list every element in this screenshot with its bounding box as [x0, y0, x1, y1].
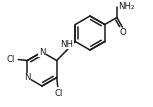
Text: Cl: Cl [7, 55, 15, 64]
Text: NH₂: NH₂ [118, 2, 134, 11]
Text: O: O [119, 28, 126, 37]
Text: Cl: Cl [54, 89, 63, 99]
Text: NH: NH [60, 40, 73, 49]
Text: N: N [24, 73, 31, 82]
Text: N: N [39, 48, 45, 56]
